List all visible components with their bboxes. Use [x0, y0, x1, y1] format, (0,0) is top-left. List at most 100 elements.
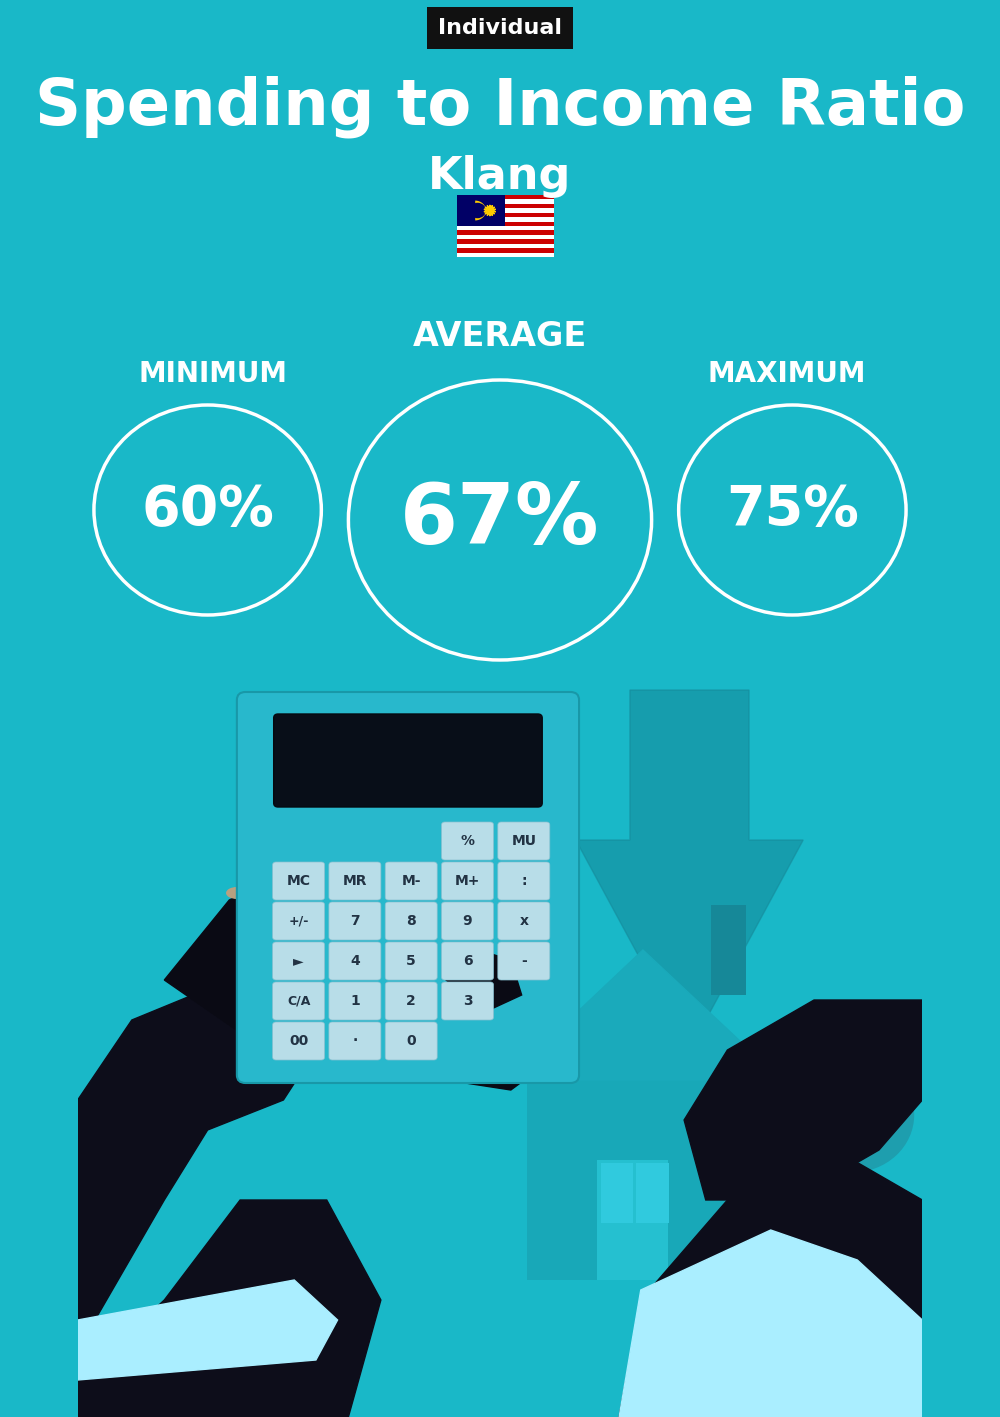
Text: 6: 6: [463, 954, 472, 968]
Text: $: $: [837, 1100, 866, 1141]
FancyBboxPatch shape: [442, 982, 494, 1020]
FancyBboxPatch shape: [385, 1022, 437, 1060]
FancyBboxPatch shape: [498, 862, 550, 900]
Bar: [457, 200, 554, 204]
Text: 4: 4: [350, 954, 360, 968]
Text: 7: 7: [350, 914, 360, 928]
Ellipse shape: [790, 1057, 914, 1172]
FancyBboxPatch shape: [385, 862, 437, 900]
Bar: [738, 1192, 852, 1197]
FancyBboxPatch shape: [329, 903, 381, 939]
Polygon shape: [403, 959, 576, 1090]
Polygon shape: [78, 981, 316, 1417]
Text: MAXIMUM: MAXIMUM: [708, 360, 866, 388]
Ellipse shape: [717, 1056, 814, 1145]
Text: 60%: 60%: [141, 483, 274, 537]
Text: AVERAGE: AVERAGE: [413, 320, 587, 353]
Bar: [738, 1161, 852, 1166]
Text: Klang: Klang: [428, 154, 572, 198]
Bar: [711, 905, 746, 995]
Bar: [527, 1080, 760, 1280]
Bar: [457, 239, 554, 244]
Text: +/-: +/-: [288, 914, 309, 928]
FancyBboxPatch shape: [329, 1022, 381, 1060]
Text: 5: 5: [406, 954, 416, 968]
FancyBboxPatch shape: [273, 942, 325, 981]
Text: M-: M-: [401, 874, 421, 888]
Wedge shape: [475, 201, 486, 221]
Ellipse shape: [226, 887, 248, 898]
Bar: [738, 1185, 852, 1190]
Text: M+: M+: [455, 874, 480, 888]
Text: MC: MC: [287, 874, 311, 888]
FancyBboxPatch shape: [498, 942, 550, 981]
Polygon shape: [484, 205, 496, 215]
Bar: [457, 196, 505, 225]
FancyBboxPatch shape: [329, 942, 381, 981]
Polygon shape: [365, 720, 495, 971]
Bar: [837, 1050, 867, 1068]
Bar: [752, 1044, 778, 1061]
Text: %: %: [461, 835, 475, 847]
FancyBboxPatch shape: [442, 942, 494, 981]
Polygon shape: [619, 1151, 922, 1417]
Bar: [636, 1163, 669, 1223]
Text: 9: 9: [463, 914, 472, 928]
Bar: [457, 213, 554, 217]
FancyBboxPatch shape: [385, 942, 437, 981]
Text: C/A: C/A: [287, 995, 310, 1007]
FancyBboxPatch shape: [273, 903, 325, 939]
Bar: [597, 1161, 668, 1280]
Bar: [457, 244, 554, 248]
Text: 3: 3: [463, 993, 472, 1007]
Text: $: $: [755, 1091, 776, 1119]
Bar: [457, 217, 554, 221]
FancyBboxPatch shape: [237, 691, 579, 1083]
FancyBboxPatch shape: [273, 1022, 325, 1060]
Bar: [738, 1168, 852, 1175]
Bar: [738, 1216, 852, 1221]
FancyBboxPatch shape: [498, 822, 550, 860]
FancyBboxPatch shape: [442, 822, 494, 860]
FancyBboxPatch shape: [329, 982, 381, 1020]
Text: 8: 8: [406, 914, 416, 928]
Text: ·: ·: [352, 1034, 358, 1049]
Polygon shape: [505, 949, 782, 1080]
Bar: [457, 235, 554, 239]
Bar: [457, 221, 554, 225]
Text: MINIMUM: MINIMUM: [139, 360, 288, 388]
FancyBboxPatch shape: [274, 714, 542, 808]
Text: MU: MU: [511, 835, 536, 847]
FancyBboxPatch shape: [442, 903, 494, 939]
Polygon shape: [684, 1000, 922, 1200]
Text: 1: 1: [350, 993, 360, 1007]
Bar: [457, 231, 554, 235]
Polygon shape: [164, 870, 392, 1040]
FancyBboxPatch shape: [329, 862, 381, 900]
Circle shape: [469, 203, 486, 218]
Text: 0: 0: [406, 1034, 416, 1049]
Polygon shape: [78, 1200, 381, 1417]
Bar: [457, 225, 554, 231]
Text: Individual: Individual: [438, 18, 562, 38]
Polygon shape: [576, 690, 803, 1050]
Text: ►: ►: [293, 954, 304, 968]
Text: 67%: 67%: [400, 479, 600, 561]
Bar: [457, 208, 554, 213]
Polygon shape: [619, 1230, 922, 1417]
Polygon shape: [78, 1280, 338, 1380]
Text: 00: 00: [289, 1034, 308, 1049]
Text: x: x: [519, 914, 528, 928]
FancyBboxPatch shape: [273, 862, 325, 900]
Bar: [738, 1200, 852, 1206]
Text: Spending to Income Ratio: Spending to Income Ratio: [35, 75, 965, 137]
FancyBboxPatch shape: [498, 903, 550, 939]
Polygon shape: [446, 949, 522, 1010]
Text: 75%: 75%: [726, 483, 859, 537]
FancyBboxPatch shape: [442, 862, 494, 900]
Bar: [738, 1176, 852, 1182]
Text: -: -: [521, 954, 527, 968]
FancyBboxPatch shape: [385, 903, 437, 939]
Text: MR: MR: [343, 874, 367, 888]
Bar: [457, 204, 554, 208]
